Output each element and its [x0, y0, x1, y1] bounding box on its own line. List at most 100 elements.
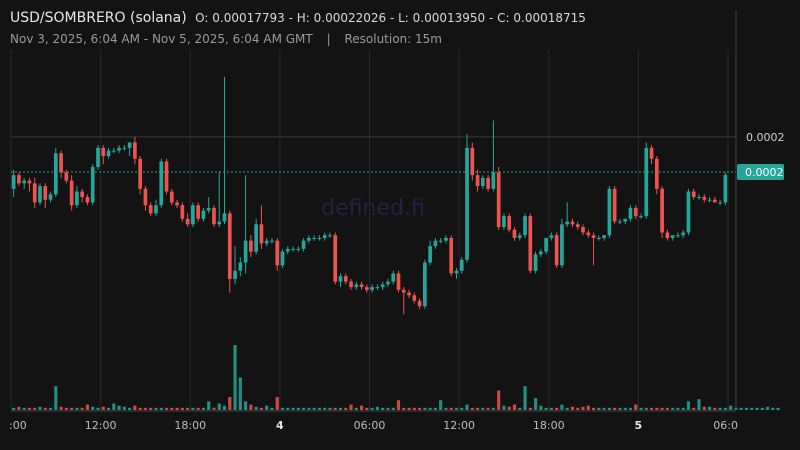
candle: [633, 205, 638, 219]
candle-body: [227, 213, 232, 279]
candle-body: [718, 202, 722, 204]
candle-body: [85, 197, 90, 203]
candle-body: [612, 188, 617, 222]
volume-bar: [217, 403, 221, 410]
volume-bar: [613, 407, 617, 410]
volume-bar: [54, 386, 58, 410]
candle-body: [591, 235, 596, 238]
volume-bar: [618, 407, 622, 410]
candle-body: [596, 237, 601, 239]
volume-bar: [238, 377, 242, 410]
time-tick-label: :00: [9, 419, 27, 432]
candle: [670, 235, 675, 241]
candle-body: [496, 172, 501, 228]
volume-bar: [64, 407, 68, 410]
candle-body: [633, 207, 638, 217]
candle: [48, 191, 53, 203]
candle: [148, 202, 153, 217]
volume-bar: [186, 407, 190, 410]
volume-bar: [280, 407, 285, 410]
candle-body: [628, 207, 633, 219]
candle: [338, 273, 343, 288]
candle: [75, 186, 79, 208]
candle: [544, 237, 548, 255]
resolution-label: Resolution: 15m: [344, 32, 442, 46]
volume-bar: [755, 407, 759, 410]
volume-bar: [765, 406, 770, 410]
volume-bar: [570, 406, 575, 410]
candle-body: [206, 207, 211, 211]
candle-body: [90, 166, 95, 203]
volume-bar: [75, 407, 79, 410]
time-tick-label: 18:00: [533, 419, 565, 432]
candle: [359, 281, 364, 290]
volume-bars: [12, 345, 780, 410]
volume-bar: [665, 407, 669, 410]
candle: [291, 246, 295, 252]
candle: [180, 202, 185, 222]
watermark: defined.fi: [321, 196, 425, 221]
candle-body: [649, 147, 654, 159]
candle-body: [707, 199, 712, 201]
volume-bar: [760, 407, 764, 410]
volume-bar: [597, 407, 601, 410]
volume-bar: [639, 407, 643, 410]
candle: [712, 197, 717, 203]
candle-body: [222, 213, 227, 222]
volume-bar: [333, 407, 337, 410]
current-price-tag-label: 0.0002: [745, 166, 784, 179]
volume-bar: [101, 406, 105, 410]
candle: [386, 278, 390, 288]
volume-bar: [449, 407, 453, 410]
candle: [90, 164, 95, 206]
volume-bar: [38, 406, 42, 410]
candle-body: [169, 191, 174, 203]
candle-body: [428, 246, 432, 263]
candle: [417, 298, 422, 309]
candle: [133, 136, 137, 165]
volume-bar: [275, 397, 279, 410]
vertical-gridlines: [10, 50, 729, 410]
candle: [64, 169, 69, 184]
candle-body: [175, 202, 179, 206]
price-tick-label: 0.0002: [746, 131, 785, 144]
volume-bar: [233, 345, 237, 410]
candle: [11, 169, 16, 197]
volume-bar: [249, 404, 253, 410]
volume-bar: [518, 407, 522, 410]
candle-body: [507, 216, 512, 230]
candle-body: [69, 180, 74, 206]
candle: [275, 237, 280, 271]
candle: [101, 145, 106, 165]
candle-body: [317, 237, 322, 239]
volume-bar: [80, 407, 84, 410]
candle: [654, 156, 659, 195]
candle-body: [512, 229, 517, 238]
volume-bar: [576, 407, 580, 410]
candle: [507, 213, 512, 233]
volume-bar: [228, 397, 232, 410]
volume-bar: [539, 405, 543, 410]
volume-bar: [207, 401, 211, 410]
candle-body: [270, 240, 274, 242]
volume-bar: [386, 407, 390, 410]
time-tick-label: 18:00: [174, 419, 206, 432]
volume-bar: [96, 407, 100, 410]
candles[interactable]: [11, 76, 728, 315]
candle: [333, 232, 338, 285]
candle-body: [681, 232, 686, 236]
volume-bar: [259, 407, 264, 410]
volume-bar: [744, 407, 749, 410]
candle: [354, 281, 359, 290]
candle: [328, 232, 332, 238]
volume-bar: [549, 407, 553, 410]
volume-bar: [128, 407, 132, 410]
candle: [570, 218, 575, 228]
volume-bar: [465, 404, 469, 410]
candle-body: [164, 161, 169, 192]
candle: [697, 194, 701, 200]
candle-body: [712, 199, 717, 203]
candle: [676, 232, 680, 238]
volume-bar: [702, 406, 706, 410]
